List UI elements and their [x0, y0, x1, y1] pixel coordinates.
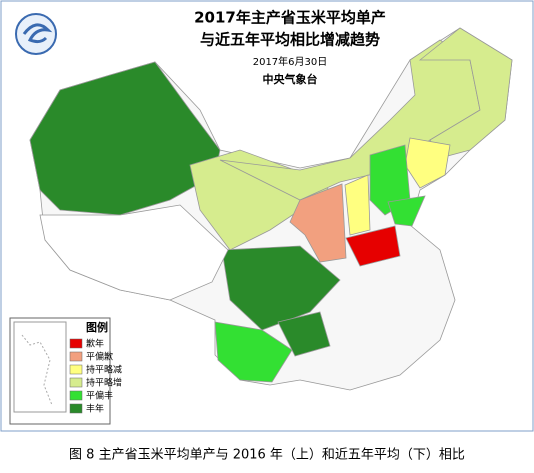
- legend-swatch: [69, 377, 83, 388]
- region-guizhou: [277, 311, 331, 357]
- region-henan: [345, 225, 401, 267]
- legend-swatch: [69, 338, 83, 349]
- date: 2017年6月30日: [253, 55, 328, 68]
- legend-label: 平偏丰: [86, 390, 113, 402]
- legend-swatch: [69, 364, 83, 375]
- legend-label: 歉年: [86, 338, 104, 350]
- map: [29, 27, 513, 391]
- region-shanxi: [344, 174, 371, 236]
- legend-title: 图例: [86, 320, 108, 334]
- inset-box: [13, 321, 67, 413]
- logo: [15, 13, 57, 55]
- region-northeast: [418, 27, 513, 159]
- legend-label: 持平略减: [86, 364, 122, 376]
- region-yunnan: [214, 321, 293, 383]
- legend-label: 丰年: [86, 403, 104, 415]
- agency: 中央气象台: [263, 72, 318, 86]
- legend-label: 平偏歉: [86, 351, 113, 363]
- legend-swatch: [69, 403, 83, 414]
- title-line1: 2017年主产省玉米平均单产: [194, 9, 386, 27]
- region-shandong: [387, 195, 426, 227]
- legend-swatch: [69, 390, 83, 401]
- legend-label: 持平略增: [86, 377, 122, 389]
- region-tibet: [39, 204, 229, 301]
- caption: 图 8 主产省玉米平均单产与 2016 年（上）和近五年平均（下）相比: [69, 448, 465, 463]
- legend-swatch: [69, 351, 83, 362]
- region-shaanxi: [289, 183, 347, 263]
- inset-lines: [21, 334, 53, 406]
- title-line2: 与近五年平均相比增减趋势: [200, 31, 380, 49]
- region-sichuan: [221, 245, 341, 331]
